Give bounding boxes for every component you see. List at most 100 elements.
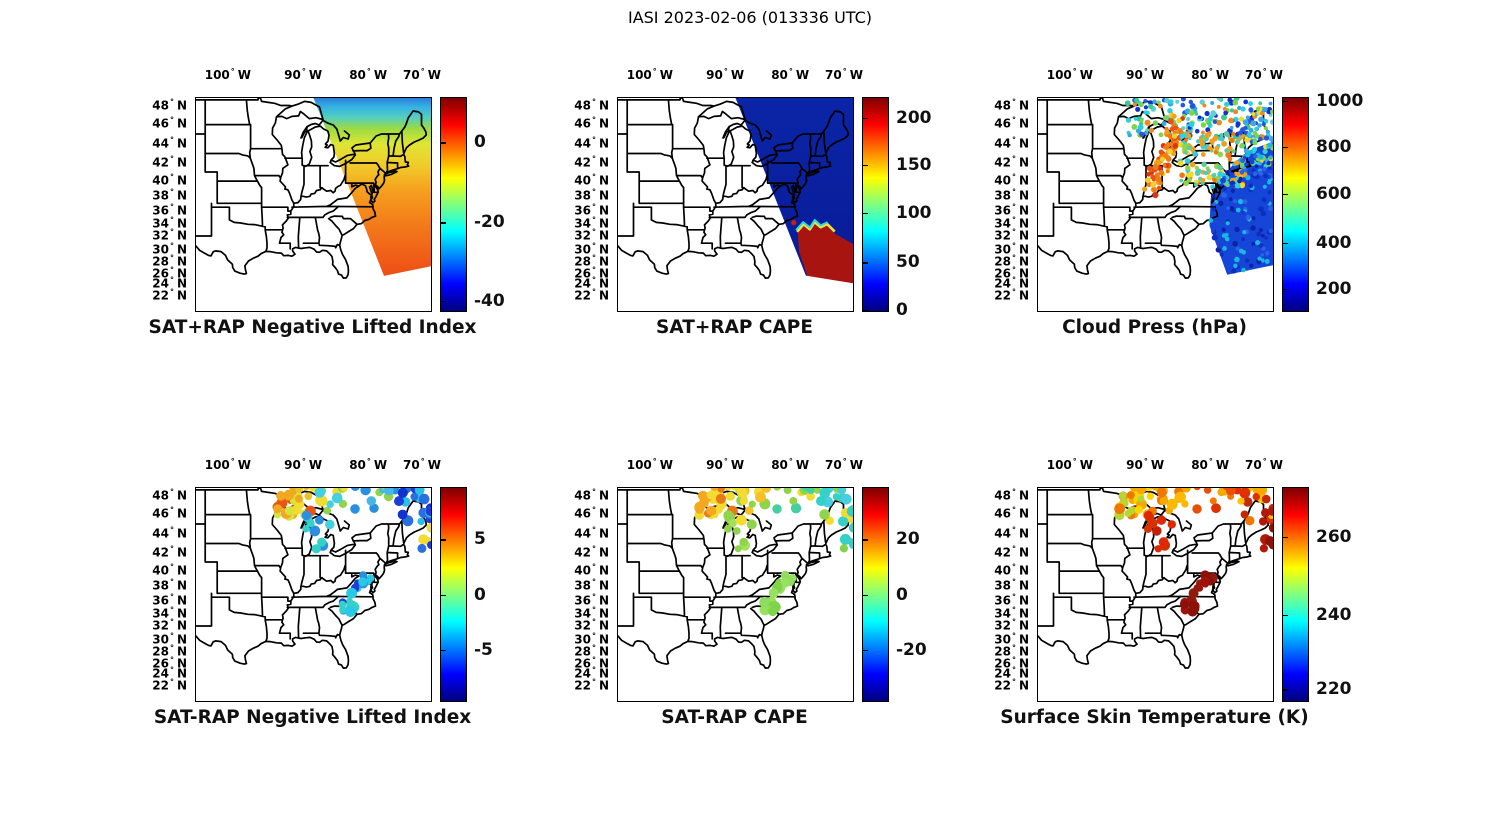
data-dot — [1156, 185, 1162, 191]
lat-axis-label: 36° N — [994, 202, 1029, 218]
data-dot — [425, 506, 431, 516]
lat-axis-label: 32° N — [574, 227, 609, 243]
data-dot — [1228, 242, 1233, 247]
lat-axis-label: 38° N — [574, 187, 609, 203]
data-dot — [1174, 493, 1185, 503]
data-dot — [1203, 170, 1208, 176]
data-dot — [302, 525, 310, 533]
lat-axis-label: 22° N — [152, 677, 187, 693]
data-dot — [1194, 170, 1201, 176]
data-dot — [768, 607, 778, 617]
data-dot — [1242, 119, 1249, 126]
colorbar-tick-label: 1000 — [1316, 90, 1364, 111]
data-dot — [1211, 229, 1215, 234]
data-dot — [1152, 120, 1159, 126]
lat-axis-label: 38° N — [152, 187, 187, 203]
data-dot — [1210, 184, 1215, 190]
data-dot — [1243, 148, 1249, 154]
data-dot — [1144, 119, 1151, 126]
data-dot — [1246, 131, 1252, 137]
lat-axis-label: 38° N — [574, 577, 609, 593]
data-dot — [1217, 98, 1222, 101]
data-dot — [1244, 221, 1249, 226]
data-dot — [1114, 503, 1125, 515]
data-dot — [311, 544, 321, 554]
data-dot — [1199, 99, 1205, 105]
data-dot — [295, 488, 304, 494]
data-dot — [728, 518, 737, 528]
data-dot — [1227, 156, 1233, 162]
lat-axis-label: 28° N — [574, 253, 609, 269]
data-dot — [772, 504, 782, 514]
map-svg — [1038, 488, 1273, 669]
data-dot — [1218, 244, 1223, 249]
colorbar-tick-label: 100 — [896, 202, 932, 223]
data-dot — [273, 511, 281, 519]
data-dot — [1261, 508, 1270, 518]
data-dot — [294, 494, 303, 503]
map-svg — [1038, 98, 1273, 279]
colorbar-tick — [863, 262, 868, 264]
colorbar-tick — [1283, 689, 1288, 691]
data-dot — [1155, 159, 1162, 166]
data-dot — [1264, 258, 1270, 264]
lat-axis-label: 26° N — [994, 655, 1029, 670]
map-svg — [618, 98, 853, 284]
data-dot — [1225, 221, 1230, 226]
data-dot — [1263, 126, 1268, 131]
colorbar-tick-label: 800 — [1316, 136, 1352, 157]
data-dot — [1179, 172, 1185, 178]
data-dot — [1240, 134, 1245, 139]
data-dot — [746, 519, 757, 530]
lat-axis-label: 30° N — [994, 241, 1029, 257]
lon-axis-label: 90° W — [284, 457, 323, 472]
data-dot — [331, 492, 343, 504]
data-dot — [369, 503, 379, 513]
data-dot — [1258, 101, 1263, 106]
data-dot — [1214, 145, 1220, 151]
data-dot — [1220, 192, 1226, 198]
data-dot — [1223, 187, 1227, 191]
data-dot — [1175, 99, 1180, 104]
colorbar-tick-label: 5 — [474, 529, 486, 550]
data-dot — [1262, 106, 1268, 112]
data-dot — [706, 490, 715, 500]
data-dot — [1235, 207, 1241, 213]
data-dot — [1210, 110, 1216, 116]
data-dot — [1152, 526, 1162, 536]
data-dot — [1144, 131, 1149, 136]
data-dot — [715, 493, 726, 504]
lat-axis-label: 24° N — [994, 665, 1029, 681]
data-dot — [1213, 150, 1218, 155]
data-dot — [1230, 180, 1236, 186]
data-dot — [1224, 148, 1229, 153]
lat-axis-label: 26° N — [152, 655, 187, 670]
data-dot — [1249, 263, 1254, 268]
data-dot — [1152, 99, 1157, 104]
colorbar-tick — [1283, 536, 1288, 539]
lon-axis-label: 80° W — [1191, 457, 1230, 472]
data-dot — [733, 527, 741, 535]
data-dot — [1159, 156, 1165, 162]
data-dot — [1212, 177, 1217, 183]
data-dot — [1209, 497, 1217, 505]
data-dot — [1186, 172, 1192, 179]
data-dot — [303, 488, 310, 490]
data-dot — [1200, 177, 1206, 183]
lon-axis-label: 70° W — [825, 457, 863, 472]
data-dot — [1169, 120, 1174, 125]
data-dot — [1263, 173, 1268, 179]
data-dot — [1249, 149, 1253, 154]
data-dot — [1194, 112, 1199, 116]
data-dot — [1258, 177, 1263, 182]
lat-axis-label: 30° N — [994, 631, 1029, 647]
data-dot — [1240, 106, 1246, 112]
data-dot — [1183, 138, 1188, 143]
panel-title: SAT-RAP CAPE — [661, 707, 808, 728]
data-dot — [1239, 169, 1245, 175]
data-dot — [1254, 126, 1258, 131]
data-dot — [1139, 118, 1144, 123]
lat-axis-label: 28° N — [994, 643, 1029, 659]
colorbar-tick-label: -5 — [474, 639, 493, 660]
data-dot — [284, 506, 294, 516]
